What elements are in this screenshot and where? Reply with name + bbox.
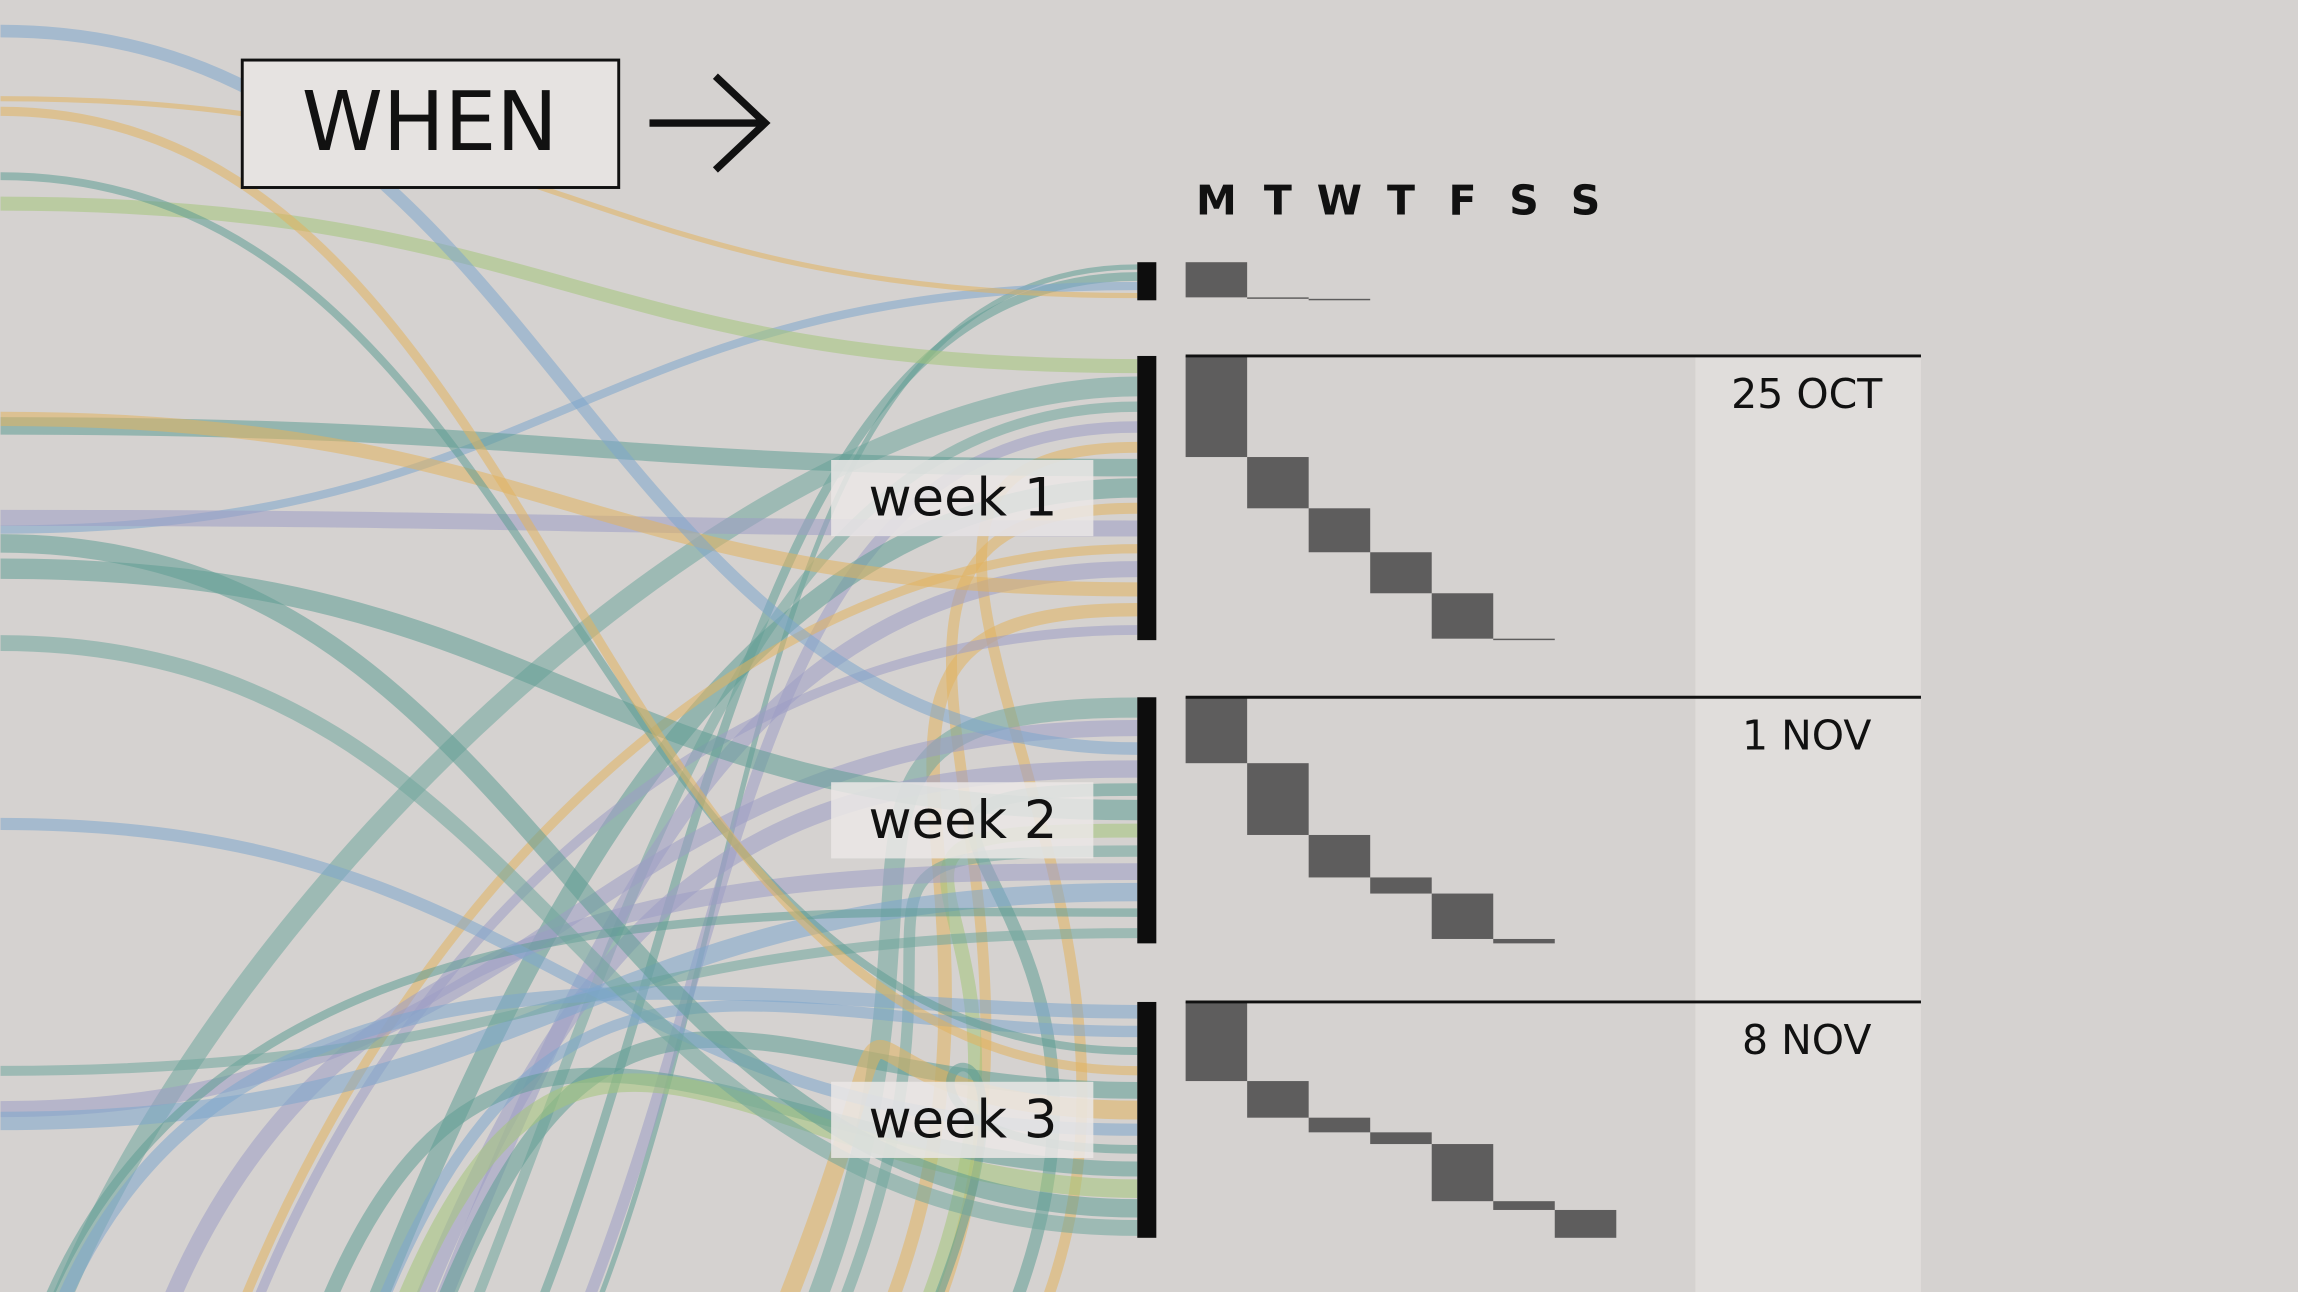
header-box: [240, 58, 621, 189]
day-bar: [1308, 298, 1371, 301]
day-bar: [1247, 457, 1309, 509]
day-label: T: [1264, 177, 1292, 225]
day-bar: [1308, 834, 1371, 878]
week-label: week 1: [869, 468, 1058, 529]
day-label: F: [1448, 177, 1476, 225]
week-date: 8 NOV: [1742, 1016, 1871, 1064]
ribbon: [0, 96, 1138, 299]
day-bar: [1308, 1117, 1371, 1133]
ribbon: [0, 534, 1138, 1218]
day-bar: [1185, 262, 1248, 298]
week-label: week 2: [869, 790, 1058, 851]
week-label-box: [831, 1081, 1094, 1158]
ribbon: [59, 986, 1138, 1292]
week-label-box: [831, 459, 1094, 537]
day-bar: [1185, 697, 1248, 764]
week-date: 1 NOV: [1742, 711, 1871, 759]
day-label: S: [1509, 177, 1539, 225]
week-label: week 3: [869, 1089, 1058, 1150]
day-bar: [1370, 1132, 1432, 1145]
day-bar: [1247, 297, 1309, 299]
day-label: W: [1317, 177, 1362, 225]
ribbon: [0, 719, 1138, 1118]
header-label: WHEN: [302, 75, 558, 170]
group-total-bar: [1137, 697, 1157, 944]
ribbon: [0, 635, 1138, 1236]
date-panel: [1695, 355, 1921, 1292]
ribbon: [242, 544, 1138, 1292]
day-bar: [1370, 552, 1432, 594]
week-label-box: [831, 782, 1094, 859]
day-bar: [1554, 1209, 1617, 1238]
ribbon: [0, 196, 1138, 374]
group-total-bar: [1137, 262, 1157, 301]
ribbon: [0, 411, 1138, 597]
day-bar: [1431, 893, 1494, 939]
day-label: S: [1571, 177, 1601, 225]
day-label: T: [1387, 177, 1415, 225]
day-bar: [1493, 938, 1555, 944]
ribbon: [0, 106, 1138, 1076]
ribbon: [0, 172, 1138, 1056]
arrow: [649, 73, 771, 173]
day-bar: [1370, 877, 1432, 894]
day-bar: [1247, 763, 1309, 835]
day-bar: [1431, 1144, 1494, 1202]
ribbon: [0, 24, 1138, 755]
day-bar: [1493, 1201, 1555, 1210]
group-total-bar: [1137, 1001, 1157, 1238]
day-bar: [1431, 593, 1494, 639]
day-bar: [1247, 1081, 1309, 1118]
ribbon: [399, 1073, 1138, 1292]
day-bar: [1185, 1001, 1248, 1082]
week-date: 25 OCT: [1731, 370, 1883, 418]
ribbon: [540, 272, 1138, 1292]
ribbon: [255, 625, 1138, 1292]
day-bar: [1308, 508, 1371, 553]
group-total-bar: [1137, 355, 1157, 641]
day-bar: [1185, 355, 1248, 458]
day-bar: [1493, 638, 1555, 641]
day-label: M: [1196, 177, 1237, 225]
